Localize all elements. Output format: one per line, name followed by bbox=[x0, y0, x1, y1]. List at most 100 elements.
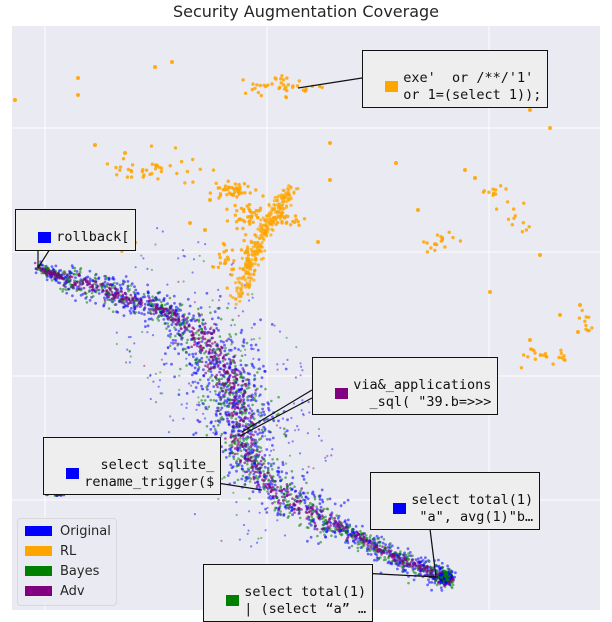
point-original bbox=[224, 431, 228, 435]
point-adv bbox=[308, 510, 311, 513]
point-bayes bbox=[200, 399, 203, 402]
point-original bbox=[396, 546, 400, 550]
legend-swatch bbox=[25, 586, 52, 596]
point-adv bbox=[58, 277, 61, 280]
point-original bbox=[310, 492, 314, 495]
point-rl bbox=[246, 262, 250, 267]
point-rl bbox=[250, 87, 254, 92]
point-bayes bbox=[400, 565, 404, 568]
point-outlier bbox=[324, 459, 327, 462]
point-bayes bbox=[326, 498, 329, 501]
point-original bbox=[249, 449, 253, 452]
point-outlier bbox=[331, 448, 334, 451]
point-bayes bbox=[319, 540, 323, 544]
point-bayes bbox=[279, 486, 283, 490]
point-bayes bbox=[182, 321, 186, 325]
point-adv bbox=[265, 486, 269, 489]
point-rl bbox=[265, 227, 269, 231]
point-outlier bbox=[194, 380, 197, 383]
point-original bbox=[173, 301, 176, 305]
point-original bbox=[267, 462, 270, 465]
point-original bbox=[277, 471, 281, 474]
point-rl bbox=[150, 162, 154, 166]
point-bayes bbox=[297, 496, 300, 500]
point-bayes bbox=[226, 306, 229, 310]
point-rl bbox=[562, 357, 566, 362]
point-original bbox=[206, 395, 210, 398]
point-original bbox=[414, 558, 418, 561]
point-rl bbox=[281, 214, 285, 219]
point-rl bbox=[247, 285, 251, 289]
point-rl bbox=[289, 203, 293, 207]
point-bayes bbox=[441, 566, 444, 569]
point-original bbox=[228, 471, 231, 475]
point-outlier bbox=[256, 541, 259, 544]
point-adv bbox=[426, 569, 430, 572]
point-original bbox=[230, 340, 234, 344]
point-bayes bbox=[248, 480, 252, 483]
point-original bbox=[294, 489, 298, 493]
point-original bbox=[45, 278, 49, 282]
point-rl bbox=[283, 87, 287, 91]
point-adv bbox=[362, 537, 366, 541]
point-adv bbox=[192, 327, 196, 331]
point-original bbox=[267, 408, 271, 412]
point-rl bbox=[541, 353, 546, 357]
point-original bbox=[115, 310, 118, 314]
point-adv bbox=[177, 319, 181, 323]
point-outlier bbox=[160, 358, 163, 361]
point-bayes bbox=[151, 302, 154, 306]
point-bayes bbox=[160, 300, 163, 304]
point-adv bbox=[239, 459, 242, 463]
point-bayes bbox=[163, 322, 167, 325]
point-bayes bbox=[127, 289, 130, 293]
point-adv bbox=[235, 394, 238, 398]
point-original bbox=[126, 280, 130, 283]
point-rl bbox=[243, 251, 247, 255]
point-rl bbox=[519, 366, 524, 370]
point-bayes bbox=[107, 307, 111, 310]
point-adv bbox=[362, 540, 366, 544]
point-bayes bbox=[293, 498, 296, 501]
point-adv bbox=[356, 530, 359, 534]
point-bayes bbox=[221, 359, 225, 363]
point-adv bbox=[223, 363, 226, 367]
point-original bbox=[218, 391, 222, 395]
point-bayes bbox=[103, 301, 107, 304]
point-bayes bbox=[356, 549, 360, 553]
point-outlier bbox=[197, 401, 200, 404]
point-bayes bbox=[260, 428, 264, 432]
point-bayes bbox=[324, 515, 327, 519]
chart-title: Security Augmentation Coverage bbox=[172, 2, 440, 21]
point-adv bbox=[414, 562, 417, 566]
point-original bbox=[162, 318, 166, 321]
annotation-line: rename_trigger($ bbox=[84, 474, 215, 490]
point-bayes bbox=[50, 279, 54, 282]
annotation-rollback: rollback[ bbox=[15, 209, 137, 251]
point-adv bbox=[69, 275, 72, 278]
point-bayes bbox=[270, 399, 273, 403]
point-outlier bbox=[151, 334, 155, 337]
point-rl bbox=[236, 291, 240, 296]
point-outlier bbox=[230, 343, 233, 346]
point-bayes bbox=[157, 319, 160, 322]
point-outlier bbox=[199, 420, 202, 423]
point-adv bbox=[252, 477, 256, 481]
point-adv bbox=[419, 570, 422, 573]
point-outlier bbox=[175, 342, 178, 345]
point-bayes bbox=[206, 407, 209, 411]
point-original bbox=[328, 497, 332, 501]
point-bayes bbox=[239, 449, 243, 453]
point-rl bbox=[223, 184, 228, 188]
point-bayes bbox=[228, 444, 232, 447]
point-rl bbox=[233, 213, 237, 217]
point-adv bbox=[51, 271, 55, 275]
point-outlier bbox=[258, 511, 261, 514]
point-adv bbox=[159, 307, 163, 310]
point-outlier bbox=[257, 367, 260, 370]
point-bayes bbox=[335, 514, 339, 517]
point-bayes bbox=[198, 358, 201, 362]
point-rl bbox=[260, 224, 264, 228]
point-bayes bbox=[198, 378, 202, 382]
point-adv bbox=[229, 360, 232, 364]
